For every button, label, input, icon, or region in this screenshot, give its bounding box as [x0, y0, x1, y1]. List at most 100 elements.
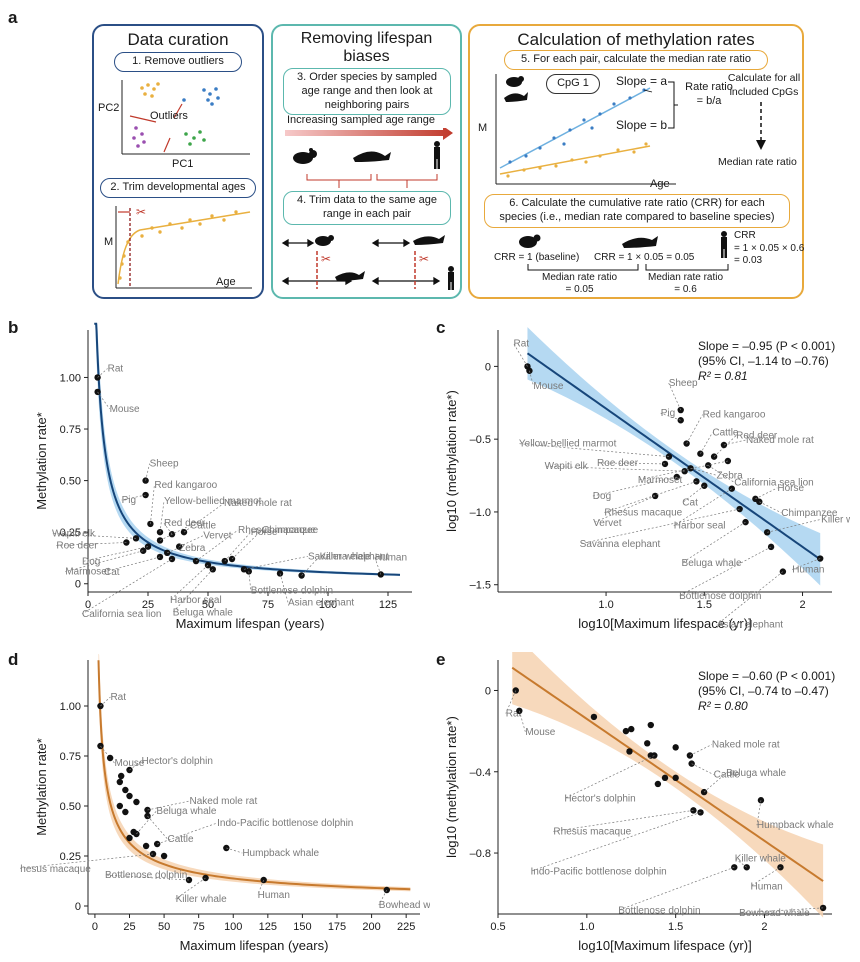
label-leader	[792, 558, 821, 570]
label-leader	[759, 501, 782, 514]
x-tick-label: 25	[123, 921, 135, 933]
y-tick-label: 0	[75, 901, 81, 913]
data-point	[683, 440, 690, 447]
point-label: Marmoset	[638, 475, 683, 486]
fit-line	[526, 352, 821, 561]
data-point	[106, 754, 114, 762]
data-point	[142, 491, 149, 499]
data-point	[681, 467, 688, 475]
data-point	[512, 687, 519, 694]
data-point	[756, 498, 763, 505]
increasing-range-label: Increasing sampled age range	[287, 114, 435, 126]
label-leader	[378, 889, 388, 906]
point-label: Dog	[593, 491, 611, 502]
point-label: Beluga whale	[173, 607, 233, 618]
data-point	[245, 568, 252, 575]
point-label: Beluga whale	[156, 806, 216, 817]
point-label: Human	[750, 881, 782, 892]
label-leader	[673, 488, 732, 526]
panel-label-c: c	[436, 318, 446, 337]
point-label: Naked mole rat	[746, 435, 814, 446]
label-leader	[530, 812, 701, 872]
point-label: Cattle	[712, 428, 739, 439]
crr2-label: CRR = 1 × 0.05 = 0.05	[594, 252, 695, 263]
data-point	[672, 744, 679, 751]
label-leader	[157, 822, 218, 845]
point-label: California sea lion	[82, 609, 162, 620]
data-point	[160, 852, 168, 860]
y-tick-label: 0.25	[60, 527, 81, 539]
label-leader	[518, 443, 669, 457]
label-leader	[604, 481, 697, 513]
label-leader	[374, 557, 382, 575]
cpg1-badge: CpG 1	[546, 74, 600, 94]
label-leader	[703, 772, 727, 793]
point-label: Asian elephant	[288, 597, 354, 608]
x-axis-label: log10[Maximum lifespace (yr)]	[578, 938, 751, 953]
point-label: Rhesus macaque	[553, 826, 631, 837]
data-point	[377, 571, 384, 578]
fit-line	[511, 666, 824, 882]
step4-pill: 4. Trim data to the same age range in ea…	[283, 191, 451, 225]
label-leader	[224, 531, 252, 562]
data-point	[661, 460, 669, 468]
label-leader	[150, 484, 155, 524]
point-label: Mouse	[114, 758, 144, 769]
x-tick-label: 75	[193, 921, 205, 933]
point-label: Human	[792, 565, 824, 576]
y-tick-label: 0	[75, 579, 81, 591]
data-point	[763, 529, 771, 536]
y-tick-label: 0.75	[60, 751, 81, 763]
chart-c: 1.0 1.5 2 0 –0.5 –1.0 –1.5 log10[Maximum lifesp…	[444, 327, 850, 631]
x-tick-label: 0	[92, 921, 98, 933]
label-leader	[243, 555, 309, 570]
slope-a-label: Slope = a	[616, 74, 668, 88]
label-leader	[708, 465, 735, 483]
point-label: Bowhead whale	[739, 908, 810, 919]
data-point	[298, 572, 305, 579]
data-point	[654, 780, 662, 788]
label-leader	[678, 546, 772, 597]
data-point	[622, 727, 630, 735]
point-label: Yellow-bellied marmot	[519, 439, 617, 450]
point-label: Bottlenose dolphin	[618, 905, 700, 916]
data-point	[204, 561, 212, 569]
label-leader	[147, 815, 168, 840]
data-point	[116, 802, 124, 810]
point-label: Red deer	[736, 431, 778, 442]
data-point	[697, 450, 704, 457]
data-curation-title: Data curation	[127, 30, 229, 49]
point-label: Hector's dolphin	[564, 794, 635, 805]
label-leader	[767, 518, 822, 533]
label-leader	[713, 435, 737, 457]
label-leader	[147, 800, 190, 811]
data-point	[260, 876, 267, 884]
annotation-line1: Slope = –0.95 (P < 0.001)	[698, 339, 835, 353]
chart-e: 0.5 1.0 1.5 2 0 –0.4 –0.8 log10[Maximum lifespa…	[444, 652, 835, 953]
label-leader	[593, 495, 656, 524]
point-label: Bottlenose dolphin	[251, 585, 333, 596]
label-leader	[226, 847, 243, 854]
x-tick-label: 125	[259, 921, 277, 933]
point-label: Asian elephant	[717, 620, 783, 631]
confidence-band	[94, 323, 401, 576]
data-point	[122, 808, 129, 816]
label-leader	[734, 857, 747, 868]
rates-m-label: M	[478, 122, 488, 134]
chart-b: 0 25 50 75 100 125 0 0.25 0.50 0.75 1.00 Maximum li…	[34, 322, 412, 631]
point-label: Rat	[108, 363, 124, 374]
point-label: Savanna elephant	[580, 539, 661, 550]
label-leader	[159, 525, 191, 541]
label-leader	[660, 412, 681, 421]
point-label: Rat	[513, 338, 529, 349]
x-tick-label: 0	[85, 599, 91, 611]
x-tick-label: 2	[799, 599, 805, 611]
point-label: Cattle	[714, 770, 741, 781]
label-leader	[81, 546, 149, 562]
label-leader	[668, 382, 682, 411]
point-label: Red kangaroo	[154, 480, 217, 491]
label-leader	[103, 556, 161, 573]
label-leader	[169, 564, 209, 601]
label-leader	[637, 460, 728, 481]
label-leader	[529, 370, 534, 386]
